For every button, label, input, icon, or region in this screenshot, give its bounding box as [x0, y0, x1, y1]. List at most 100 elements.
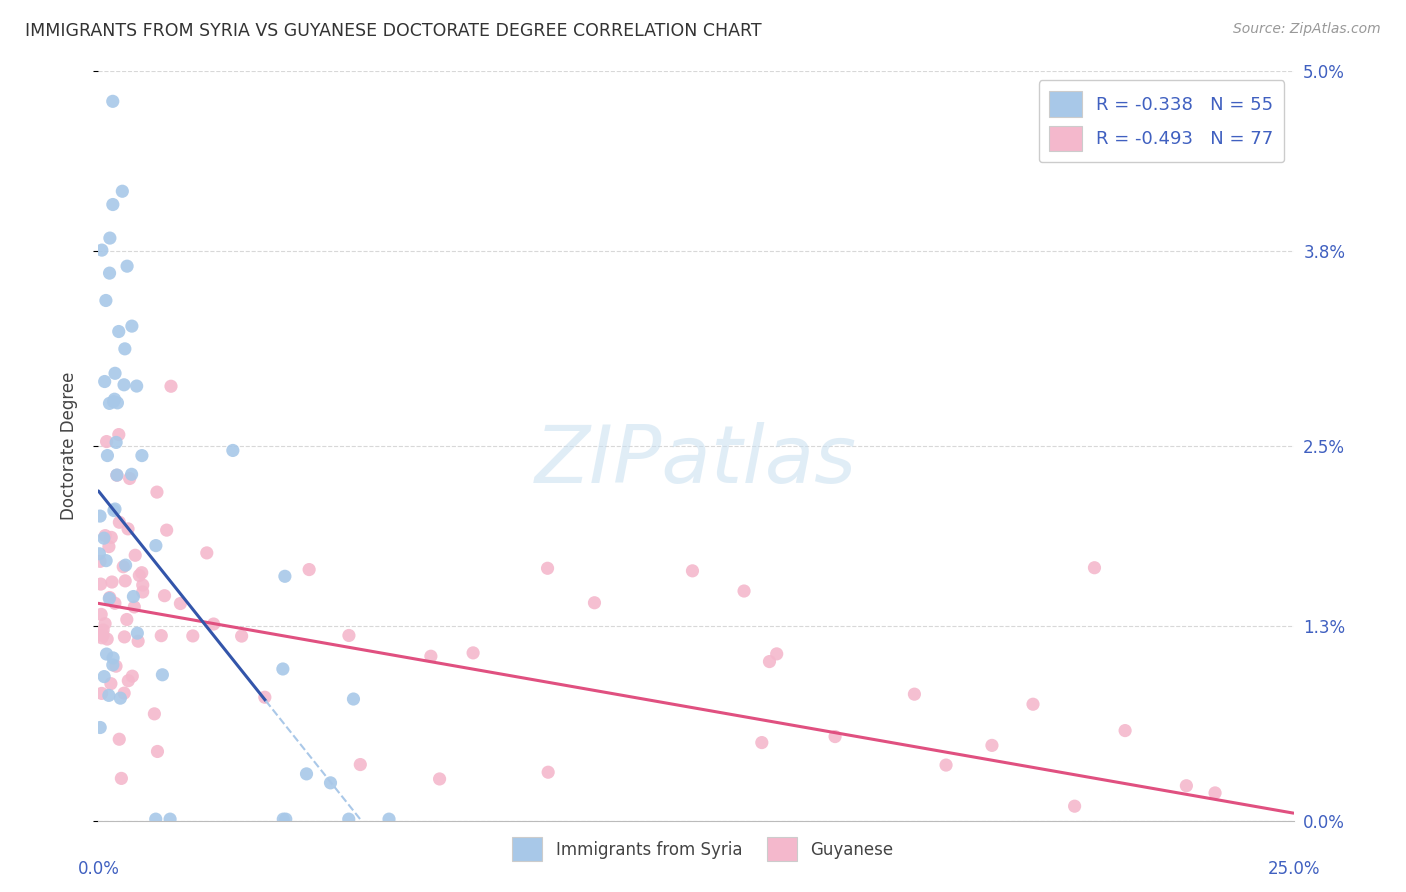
- Point: [117, 673, 139, 688]
- Point: [112, 377, 135, 392]
- Point: [222, 443, 245, 458]
- Point: [128, 568, 150, 582]
- Point: [765, 647, 787, 661]
- Point: [271, 662, 294, 676]
- Point: [125, 379, 148, 393]
- Point: [145, 539, 167, 553]
- Point: [112, 630, 135, 644]
- Point: [105, 468, 128, 483]
- Point: [143, 706, 166, 721]
- Point: [169, 597, 191, 611]
- Point: [195, 546, 218, 560]
- Point: [121, 319, 143, 334]
- Point: [429, 772, 451, 786]
- Point: [274, 569, 297, 583]
- Point: [96, 449, 118, 463]
- Point: [124, 599, 146, 614]
- Point: [231, 629, 253, 643]
- Point: [101, 657, 124, 672]
- Point: [1114, 723, 1136, 738]
- Point: [93, 670, 115, 684]
- Point: [131, 449, 153, 463]
- Point: [159, 812, 181, 826]
- Point: [298, 563, 321, 577]
- Point: [1204, 786, 1226, 800]
- Point: [90, 607, 112, 622]
- Point: [93, 531, 115, 545]
- Point: [111, 184, 134, 198]
- Point: [274, 812, 297, 826]
- Point: [98, 266, 121, 280]
- Point: [378, 812, 401, 826]
- Point: [733, 584, 755, 599]
- Point: [1175, 779, 1198, 793]
- Point: [89, 509, 111, 524]
- Point: [758, 655, 780, 669]
- Point: [202, 617, 225, 632]
- Point: [105, 659, 128, 673]
- Legend: Immigrants from Syria, Guyanese: Immigrants from Syria, Guyanese: [506, 830, 900, 868]
- Point: [115, 613, 138, 627]
- Point: [1022, 697, 1045, 711]
- Point: [117, 522, 139, 536]
- Point: [461, 646, 484, 660]
- Point: [104, 502, 127, 516]
- Point: [156, 523, 179, 537]
- Point: [271, 812, 294, 826]
- Point: [105, 435, 128, 450]
- Point: [153, 589, 176, 603]
- Point: [100, 676, 122, 690]
- Point: [1063, 799, 1085, 814]
- Point: [107, 325, 129, 339]
- Legend: R = -0.338   N = 55, R = -0.493   N = 77: R = -0.338 N = 55, R = -0.493 N = 77: [1039, 80, 1285, 162]
- Text: IMMIGRANTS FROM SYRIA VS GUYANESE DOCTORATE DEGREE CORRELATION CHART: IMMIGRANTS FROM SYRIA VS GUYANESE DOCTOR…: [25, 22, 762, 40]
- Point: [115, 259, 138, 273]
- Point: [93, 375, 115, 389]
- Y-axis label: Doctorate Degree: Doctorate Degree: [59, 372, 77, 520]
- Point: [98, 591, 121, 606]
- Point: [94, 528, 117, 542]
- Point: [150, 629, 173, 643]
- Text: 0.0%: 0.0%: [77, 860, 120, 878]
- Point: [94, 616, 117, 631]
- Point: [89, 554, 111, 568]
- Point: [103, 394, 125, 409]
- Point: [98, 396, 121, 410]
- Point: [97, 540, 120, 554]
- Point: [107, 396, 129, 410]
- Point: [91, 628, 114, 642]
- Point: [146, 485, 169, 500]
- Point: [103, 392, 125, 407]
- Point: [981, 739, 1004, 753]
- Point: [108, 732, 131, 747]
- Point: [935, 758, 957, 772]
- Point: [751, 735, 773, 749]
- Point: [94, 554, 117, 568]
- Text: Source: ZipAtlas.com: Source: ZipAtlas.com: [1233, 22, 1381, 37]
- Point: [121, 669, 143, 683]
- Point: [104, 596, 127, 610]
- Point: [349, 757, 371, 772]
- Point: [124, 549, 146, 563]
- Point: [97, 689, 120, 703]
- Point: [108, 516, 131, 530]
- Text: ZIPatlas: ZIPatlas: [534, 422, 858, 500]
- Text: 25.0%: 25.0%: [1267, 860, 1320, 878]
- Point: [114, 574, 136, 588]
- Point: [132, 578, 155, 592]
- Point: [98, 591, 121, 605]
- Point: [122, 590, 145, 604]
- Point: [127, 626, 149, 640]
- Point: [89, 721, 111, 735]
- Point: [121, 467, 143, 482]
- Point: [419, 649, 441, 664]
- Point: [100, 530, 122, 544]
- Point: [105, 468, 128, 483]
- Point: [337, 628, 360, 642]
- Point: [537, 765, 560, 780]
- Point: [101, 651, 124, 665]
- Point: [96, 647, 118, 661]
- Point: [96, 632, 118, 646]
- Point: [112, 559, 135, 574]
- Point: [903, 687, 925, 701]
